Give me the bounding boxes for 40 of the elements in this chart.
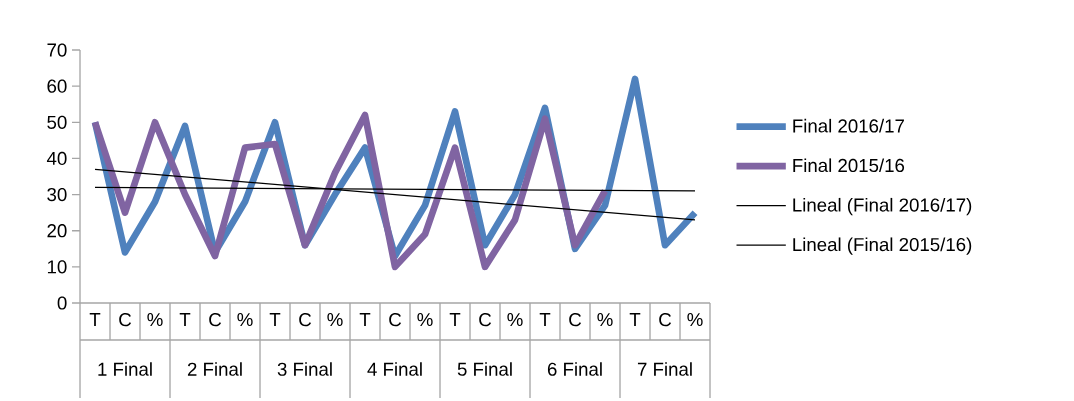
text: 1 Final: [98, 362, 152, 376]
legend-label: Lineal (Final 2015/16): [793, 237, 972, 255]
y-tick-label: 40: [46, 151, 67, 166]
x-tick-label: %: [327, 313, 343, 327]
y-tick-label: 70: [47, 43, 67, 57]
x-tick-label: %: [597, 313, 613, 327]
y-tick-label: 10: [47, 260, 67, 274]
x-tick-label: C: [389, 313, 402, 327]
legend-label: Final 2016/17: [793, 118, 904, 133]
x-tick-label: T: [449, 313, 461, 326]
x-tick-label: T: [179, 313, 191, 326]
y-tick-label: 20: [47, 224, 67, 238]
y-tick-label: 50: [47, 115, 67, 129]
x-tick-label: %: [507, 313, 523, 327]
x-tick-label: %: [237, 313, 253, 327]
text: 4 Final: [367, 362, 422, 376]
x-tick-label: T: [89, 313, 101, 326]
x-tick-label: C: [209, 313, 222, 327]
text: 5 Final: [457, 362, 512, 376]
x-tick-label: C: [119, 313, 132, 327]
x-tick-label: T: [359, 313, 371, 326]
y-tick-label: 0: [57, 296, 67, 310]
text: 2 Final: [187, 362, 242, 376]
y-tick-label: 60: [47, 79, 67, 93]
x-tick-label: T: [539, 313, 551, 326]
x-tick-label: T: [629, 313, 641, 326]
x-tick-label: C: [659, 313, 672, 327]
x-tick-label: %: [147, 313, 163, 327]
x-tick-label: %: [417, 313, 433, 327]
text: 3 Final: [277, 362, 332, 376]
x-tick-label: C: [479, 313, 492, 327]
text: 7 Final: [637, 362, 692, 376]
x-tick-label: %: [687, 313, 703, 327]
x-tick-label: T: [269, 313, 281, 326]
x-tick-label: C: [299, 313, 312, 327]
x-tick-label: C: [569, 313, 582, 327]
legend-label: Final 2015/16: [793, 158, 905, 173]
legend-label: Lineal (Final 2016/17): [793, 197, 972, 216]
y-tick-label: 30: [47, 187, 67, 202]
text: 6 Final: [547, 362, 602, 376]
